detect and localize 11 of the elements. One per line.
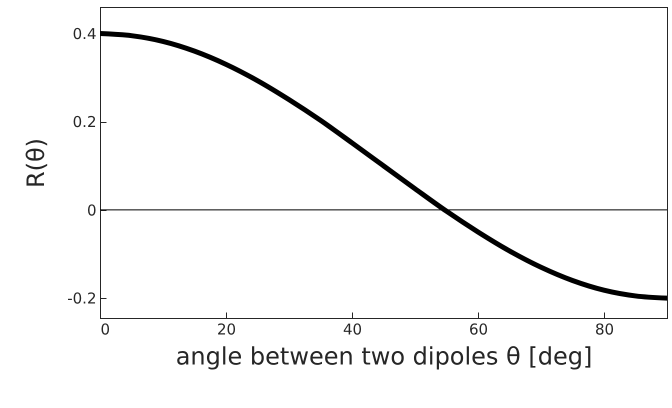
y-tick-label: 0 — [86, 201, 96, 220]
y-tick-label: 0.2 — [72, 113, 96, 132]
y-tick-label: 0.4 — [72, 24, 96, 43]
y-tick-label: -0.2 — [67, 290, 96, 308]
x-axis-title: angle between two dipoles θ [deg] — [176, 342, 592, 370]
x-tick-label: 20 — [216, 320, 236, 338]
y-axis-title: R(θ) — [22, 138, 50, 188]
x-tick-label: 80 — [594, 320, 614, 338]
x-tick-label: 60 — [468, 320, 488, 338]
x-tick-label: 0 — [100, 320, 110, 338]
x-tick-label: 40 — [342, 320, 362, 338]
